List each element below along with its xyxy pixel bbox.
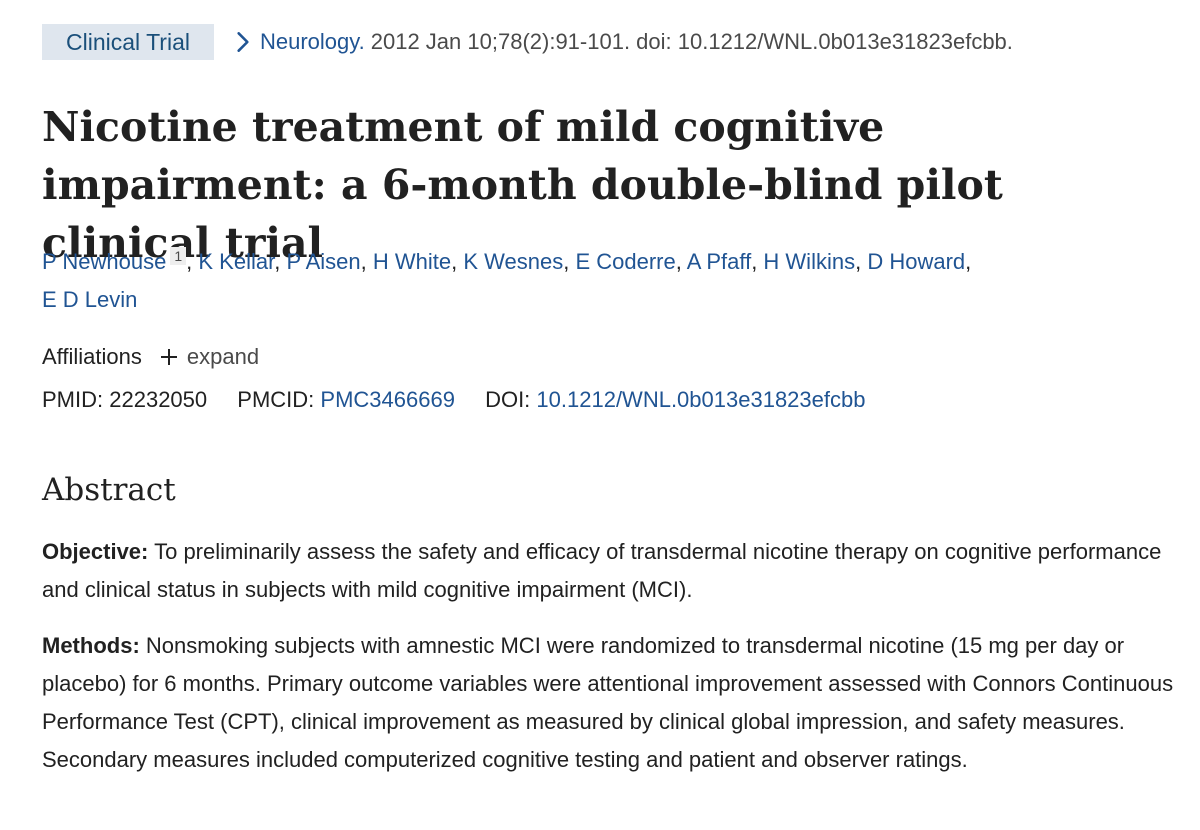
affiliations-toggle[interactable]: Affiliations expand xyxy=(42,340,259,374)
affiliation-superscript[interactable]: 1 xyxy=(170,246,187,265)
expand-label: expand xyxy=(186,344,260,369)
author-link[interactable]: K Wesnes xyxy=(463,249,564,274)
affiliations-label: Affiliations xyxy=(42,344,142,369)
abstract-objective: Objective: To preliminarily assess the s… xyxy=(42,533,1182,609)
author-link[interactable]: A Pfaff xyxy=(686,249,752,274)
abstract-heading: Abstract xyxy=(42,472,176,508)
article-header: Clinical Trial Neurology. 2012 Jan 10;78… xyxy=(42,24,1013,60)
author-link[interactable]: E D Levin xyxy=(42,287,138,312)
abstract-methods: Methods: Nonsmoking subjects with amnest… xyxy=(42,627,1182,779)
author-link[interactable]: P Aisen xyxy=(286,249,361,274)
author-link[interactable]: D Howard xyxy=(867,249,966,274)
author-link[interactable]: P Newhouse xyxy=(42,249,167,274)
plus-icon xyxy=(160,349,177,365)
pmcid-label: PMCID: xyxy=(237,387,315,412)
citation-text: 2012 Jan 10;78(2):91-101. doi: 10.1212/W… xyxy=(370,29,1013,54)
author-list: P Newhouse 1, K Kellar, P Aisen, H White,… xyxy=(42,246,972,312)
author-link[interactable]: K Kellar xyxy=(198,249,275,274)
pmcid-link[interactable]: PMC3466669 xyxy=(320,387,455,412)
author-link[interactable]: H White xyxy=(372,249,452,274)
objective-text: To preliminarily assess the safety and e… xyxy=(42,539,1162,602)
methods-text: Nonsmoking subjects with amnestic MCI we… xyxy=(42,633,1174,772)
methods-label: Methods: xyxy=(42,633,140,658)
author-link[interactable]: H Wilkins xyxy=(763,249,856,274)
pmid-label: PMID: xyxy=(42,387,104,412)
author-link[interactable]: E Coderre xyxy=(575,249,676,274)
publication-type-badge: Clinical Trial xyxy=(42,24,214,60)
chevron-right-icon xyxy=(237,32,249,52)
article-identifiers: PMID: 22232050 PMCID: PMC3466669 DOI: 10… xyxy=(42,383,865,417)
pmid-value: 22232050 xyxy=(109,387,208,412)
objective-label: Objective: xyxy=(42,539,149,564)
doi-link[interactable]: 10.1212/WNL.0b013e31823efcbb xyxy=(536,387,866,412)
journal-link[interactable]: Neurology. xyxy=(259,29,365,54)
article-title: Nicotine treatment of mild cognitive imp… xyxy=(42,103,1003,267)
doi-label: DOI: xyxy=(485,387,531,412)
